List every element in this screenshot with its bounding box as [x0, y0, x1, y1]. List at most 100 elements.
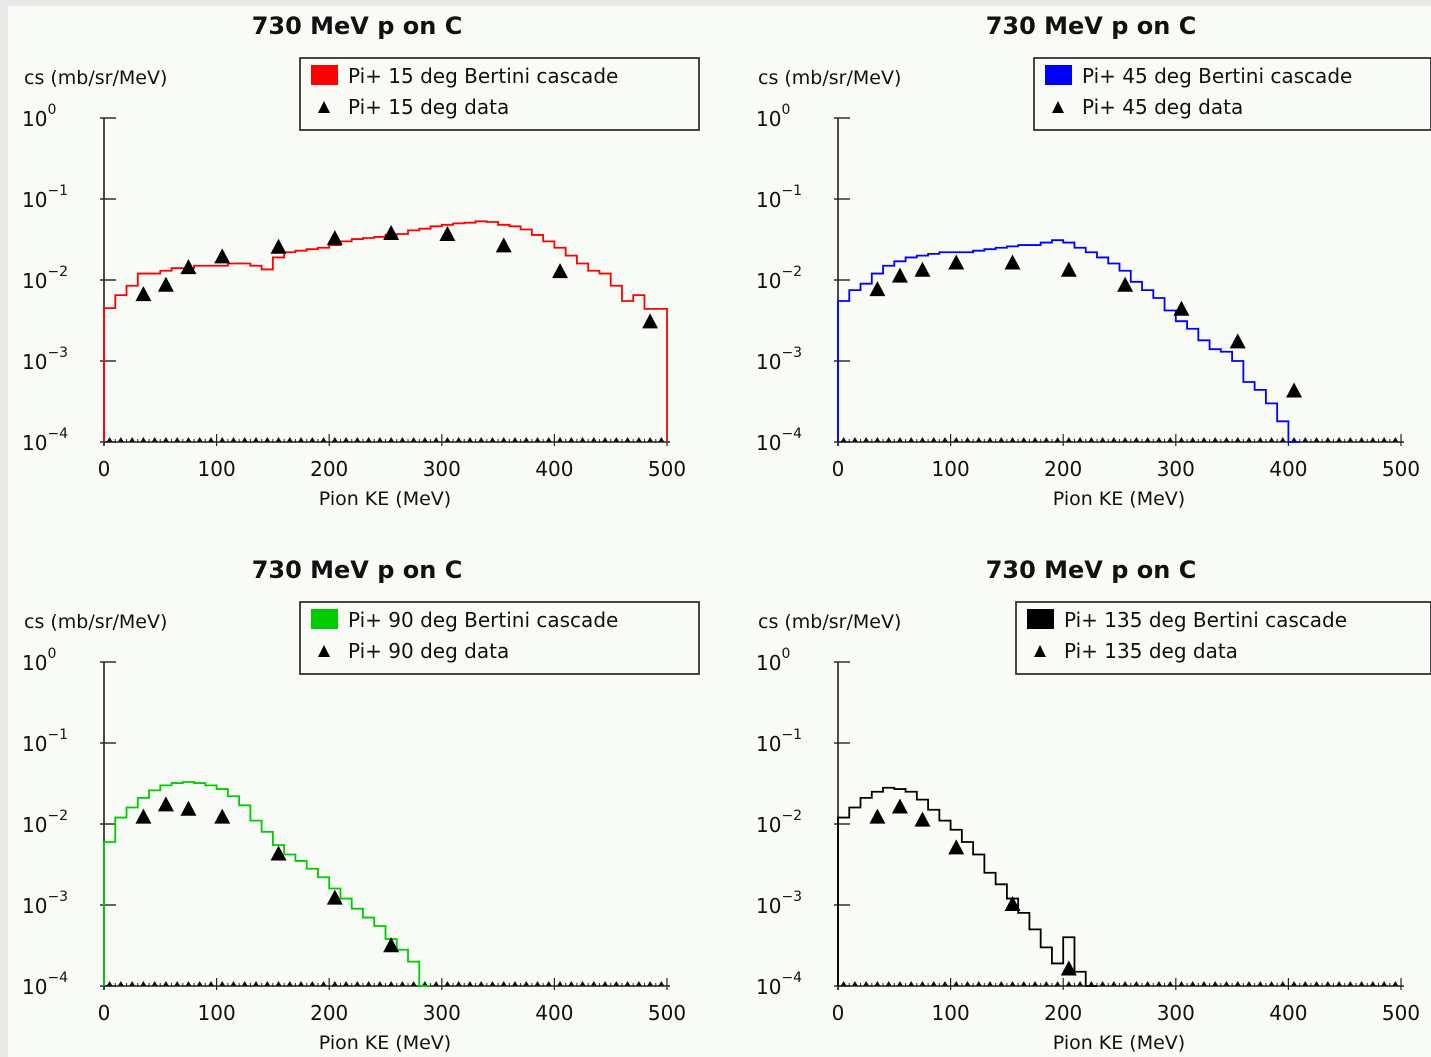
- x-tick-label: 500: [1382, 457, 1420, 481]
- axis-point-marker: [1324, 437, 1331, 442]
- panel-2: 730 MeV p on C cs (mb/sr/MeV) Pion KE (MeV…: [756, 12, 1431, 510]
- axis-point-marker: [399, 437, 406, 442]
- axis-point-marker: [1212, 437, 1219, 442]
- axis-point-marker: [241, 437, 248, 442]
- axis-point-marker: [1077, 437, 1084, 442]
- axis-point-marker: [1291, 981, 1298, 986]
- axis-point-marker: [635, 437, 642, 442]
- axis-point-marker: [1088, 437, 1095, 442]
- axis-point-marker: [851, 981, 858, 986]
- axis-point-marker: [1189, 981, 1196, 986]
- y-tick-label: 10−1: [756, 183, 802, 212]
- axis-point-marker: [1324, 981, 1331, 986]
- axis-point-marker: [343, 437, 350, 442]
- axis-point-marker: [309, 437, 316, 442]
- y-axis-label: cs (mb/sr/MeV): [24, 611, 167, 633]
- y-axis-label: cs (mb/sr/MeV): [24, 67, 167, 89]
- axis-point-marker: [1200, 981, 1207, 986]
- axis-point-marker: [117, 437, 124, 442]
- axis-point-marker: [613, 437, 620, 442]
- axis-point-marker: [117, 981, 124, 986]
- axis-point-marker: [500, 981, 507, 986]
- axis-point-marker: [602, 437, 609, 442]
- axis-point-marker: [557, 981, 564, 986]
- axis-point-marker: [444, 981, 451, 986]
- axis-point-marker: [1133, 981, 1140, 986]
- x-axis-label: Pion KE (MeV): [319, 488, 451, 510]
- axis-point-marker: [1291, 437, 1298, 442]
- axis-point-marker: [1032, 437, 1039, 442]
- axis-point-marker: [433, 981, 440, 986]
- legend-label: Pi+ 15 deg data: [348, 95, 509, 119]
- legend-label: Pi+ 90 deg data: [348, 639, 509, 663]
- axis-point-marker: [207, 437, 214, 442]
- axis-point-marker: [1245, 981, 1252, 986]
- axis-point-marker: [410, 437, 417, 442]
- data-point: [180, 800, 197, 816]
- chart-title: 730 MeV p on C: [986, 556, 1197, 584]
- data-point: [891, 798, 908, 814]
- axis-point-marker: [106, 981, 113, 986]
- axis-point-marker: [987, 981, 994, 986]
- histogram-series: [103, 220, 668, 442]
- x-tick-label: 100: [198, 457, 236, 481]
- data-point: [914, 261, 931, 277]
- axis-point-marker: [421, 981, 428, 986]
- data-point: [326, 230, 343, 246]
- axis-point-marker: [1032, 981, 1039, 986]
- axis-point-marker: [1392, 981, 1399, 986]
- axis-point-marker: [219, 437, 226, 442]
- axis-point-marker: [1302, 981, 1309, 986]
- axis-point-marker: [658, 981, 665, 986]
- legend-marker: [1052, 101, 1064, 113]
- axis-point-marker: [975, 981, 982, 986]
- axis-point-marker: [658, 437, 665, 442]
- data-point: [1229, 333, 1246, 349]
- axis-point-marker: [331, 437, 338, 442]
- axis-point-marker: [908, 981, 915, 986]
- axis-point-marker: [851, 437, 858, 442]
- axis-point-marker: [1155, 981, 1162, 986]
- axis-point-marker: [523, 981, 530, 986]
- axis-point-marker: [840, 981, 847, 986]
- axis-point-marker: [1200, 437, 1207, 442]
- x-tick-label: 200: [310, 457, 348, 481]
- axis-point-marker: [376, 437, 383, 442]
- four-panel-figure: 730 MeV p on C cs (mb/sr/MeV) Pion KE (MeV…: [22, 12, 1431, 1054]
- x-tick-label: 100: [932, 1001, 970, 1025]
- axis-point-marker: [1381, 437, 1388, 442]
- legend-marker: [1034, 645, 1046, 657]
- data-point: [326, 889, 343, 905]
- axis-point-marker: [511, 437, 518, 442]
- axis-point-marker: [1223, 981, 1230, 986]
- axis-point-marker: [331, 981, 338, 986]
- data-point: [214, 808, 231, 824]
- axis-point-marker: [964, 437, 971, 442]
- data-point: [383, 224, 400, 240]
- axis-point-marker: [219, 981, 226, 986]
- y-tick-label: 10−1: [756, 727, 802, 756]
- axis-point-marker: [298, 981, 305, 986]
- y-tick-label: 100: [756, 102, 790, 131]
- axis-point-marker: [941, 981, 948, 986]
- axis-point-marker: [1099, 437, 1106, 442]
- axis-point-marker: [1369, 981, 1376, 986]
- axis-point-marker: [987, 437, 994, 442]
- axis-point-marker: [1167, 981, 1174, 986]
- axis-point-marker: [151, 981, 158, 986]
- histogram-series: [837, 239, 1300, 443]
- x-tick-label: 300: [1157, 1001, 1195, 1025]
- legend-swatch: [311, 65, 338, 85]
- axis-point-marker: [896, 437, 903, 442]
- axis-point-marker: [1178, 437, 1185, 442]
- axis-point-marker: [500, 437, 507, 442]
- x-tick-label: 0: [832, 1001, 845, 1025]
- x-tick-label: 0: [98, 1001, 111, 1025]
- axis-point-marker: [1234, 437, 1241, 442]
- axis-point-marker: [365, 981, 372, 986]
- axis-point-marker: [1088, 981, 1095, 986]
- axis-point-marker: [388, 437, 395, 442]
- axis-point-marker: [1313, 981, 1320, 986]
- x-tick-label: 400: [1269, 1001, 1307, 1025]
- axis-point-marker: [1144, 981, 1151, 986]
